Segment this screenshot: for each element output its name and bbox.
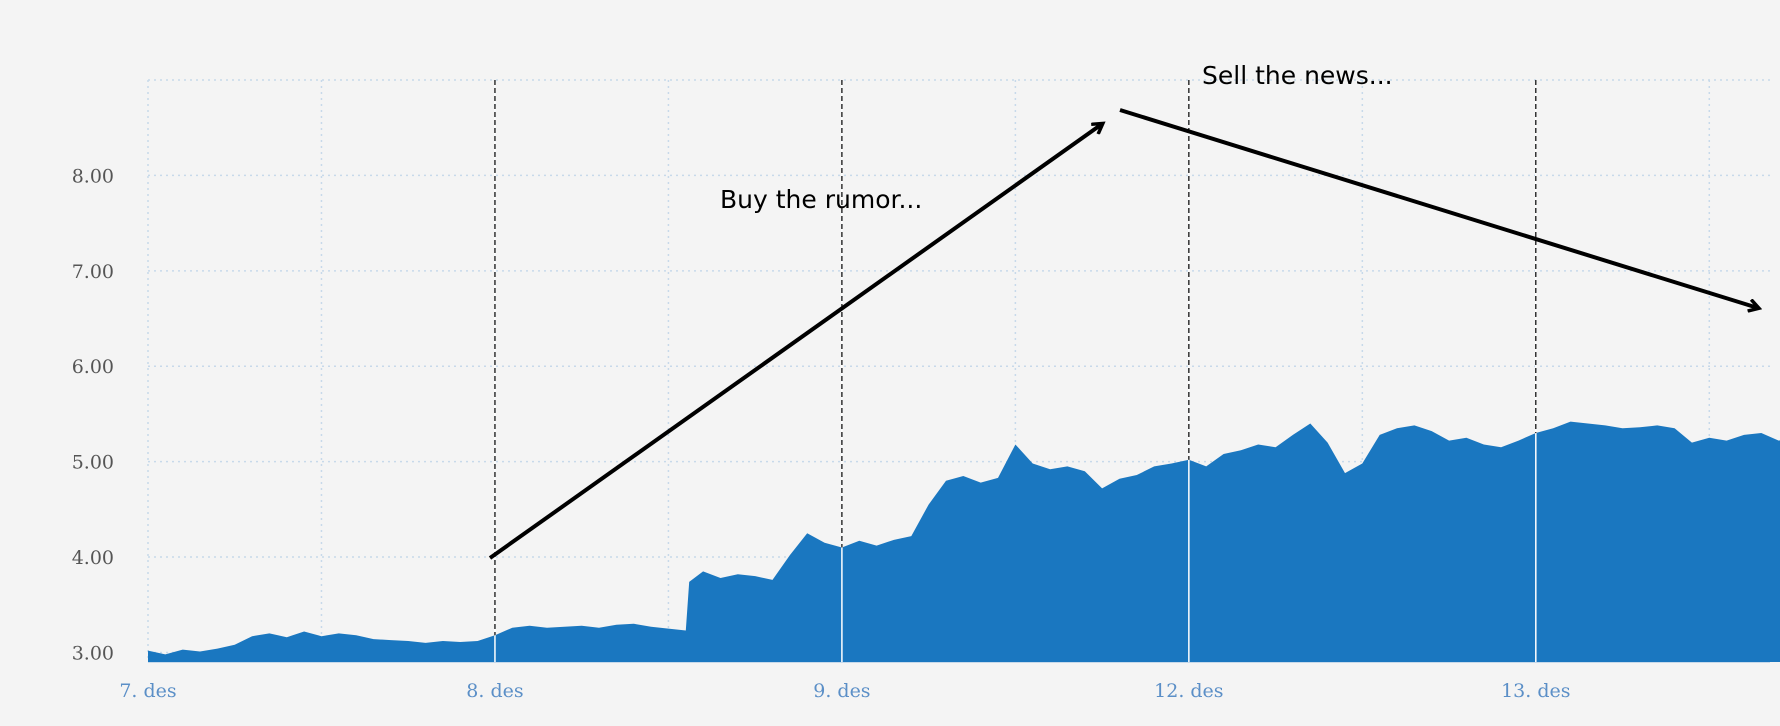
- annotation-sell-the-news: Sell the news...: [1202, 61, 1393, 90]
- x-tick-label: 9. des: [813, 680, 870, 702]
- y-axis-ticks: 3.00 4.00 5.00 6.00 7.00 8.00: [72, 165, 114, 664]
- y-tick-label: 7.00: [72, 261, 114, 283]
- day-separators: [494, 80, 1537, 662]
- x-tick-label: 12. des: [1154, 680, 1223, 702]
- annotation-buy-the-rumor: Buy the rumor...: [720, 185, 922, 214]
- x-tick-label: 7. des: [119, 680, 176, 702]
- y-tick-label: 8.00: [72, 165, 114, 187]
- y-tick-label: 4.00: [72, 547, 114, 569]
- x-tick-label: 13. des: [1501, 680, 1570, 702]
- sell-trend-arrow: [1119, 108, 1758, 308]
- y-tick-label: 6.00: [72, 356, 114, 378]
- x-tick-label: 8. des: [466, 680, 523, 702]
- x-axis-ticks: 7. des 8. des 9. des 12. des 13. des: [119, 680, 1570, 702]
- y-tick-label: 3.00: [72, 642, 114, 664]
- price-area: [148, 421, 1780, 662]
- buy-trend-arrow: [488, 124, 1102, 560]
- y-tick-label: 5.00: [72, 452, 114, 474]
